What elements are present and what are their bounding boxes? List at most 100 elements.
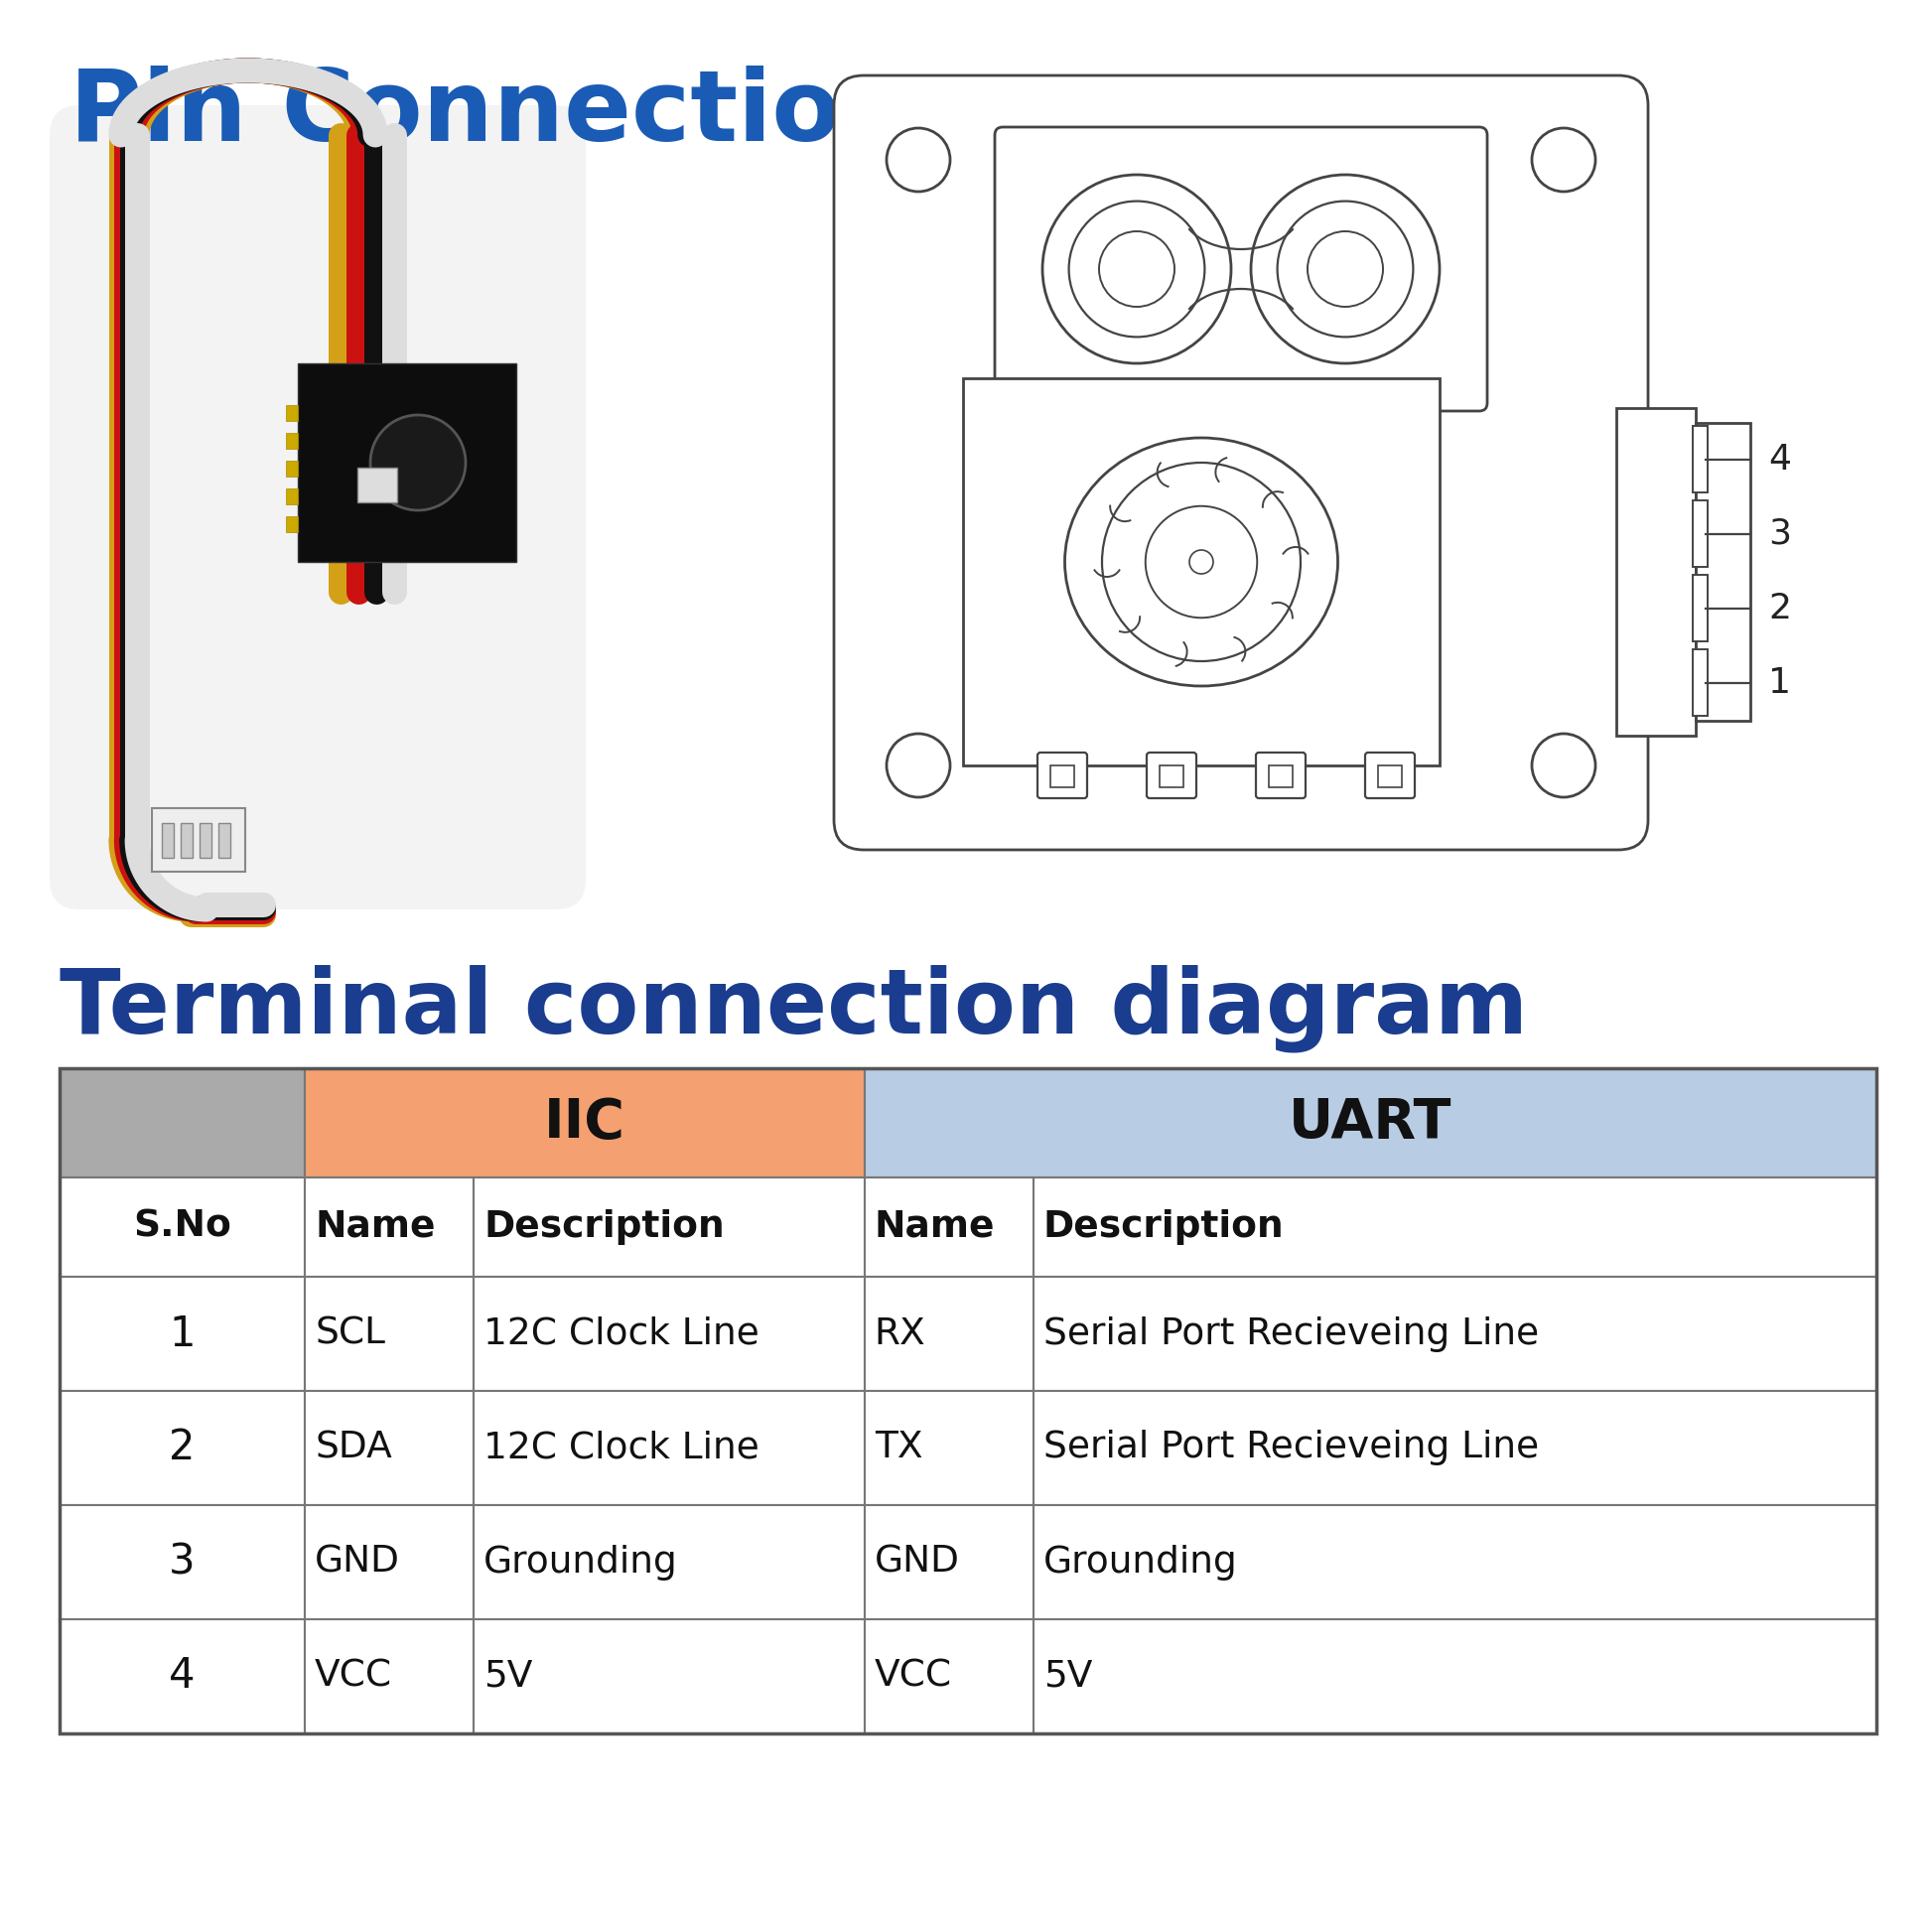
Bar (1034, 1505, 1876, 1619)
Text: RX: RX (875, 1316, 925, 1352)
Text: 12C Clock Line: 12C Clock Line (483, 1430, 759, 1466)
FancyBboxPatch shape (1037, 753, 1088, 798)
Text: Name: Name (315, 1209, 435, 1244)
Bar (864, 1177, 1034, 1277)
Text: Description: Description (1043, 1209, 1285, 1244)
FancyBboxPatch shape (1256, 753, 1306, 798)
Bar (473, 1177, 864, 1277)
Circle shape (1146, 506, 1258, 618)
Text: Terminal connection diagram: Terminal connection diagram (60, 964, 1528, 1051)
Text: SDA: SDA (315, 1430, 392, 1466)
Circle shape (887, 734, 951, 798)
FancyBboxPatch shape (835, 75, 1648, 850)
Text: Description: Description (483, 1209, 724, 1244)
Text: 2: 2 (1768, 591, 1791, 626)
Bar (1034, 1177, 1876, 1277)
Bar (182, 823, 193, 858)
Bar (473, 1391, 864, 1505)
Bar (298, 363, 516, 562)
Text: Name: Name (875, 1209, 995, 1244)
Bar (286, 516, 298, 531)
Text: 2: 2 (170, 1428, 195, 1468)
FancyBboxPatch shape (50, 104, 585, 910)
Bar (286, 406, 298, 421)
Bar (305, 1068, 864, 1177)
Bar (473, 1619, 864, 1733)
Bar (1692, 649, 1708, 717)
Circle shape (371, 415, 466, 510)
Bar (60, 1619, 305, 1733)
Bar (1692, 576, 1708, 641)
Text: 4: 4 (1768, 442, 1791, 477)
Bar (864, 1277, 1034, 1391)
Bar (286, 433, 298, 448)
Bar (60, 1068, 305, 1177)
Text: 12C Clock Line: 12C Clock Line (483, 1316, 759, 1352)
Circle shape (1308, 232, 1383, 307)
Bar (1034, 1391, 1876, 1505)
FancyBboxPatch shape (995, 128, 1488, 412)
Text: 5V: 5V (1043, 1658, 1092, 1694)
Bar (218, 823, 230, 858)
Text: GND: GND (315, 1544, 400, 1580)
Bar (864, 1619, 1034, 1733)
Text: S.No: S.No (133, 1209, 232, 1244)
Bar (864, 1068, 1876, 1177)
Text: TX: TX (875, 1430, 923, 1466)
Circle shape (1277, 201, 1412, 336)
Bar (60, 1391, 305, 1505)
Text: UART: UART (1289, 1095, 1453, 1150)
Bar (305, 1505, 473, 1619)
Bar (305, 1391, 473, 1505)
Text: Serial Port Recieveing Line: Serial Port Recieveing Line (1043, 1316, 1540, 1352)
Bar (1378, 765, 1403, 788)
Text: VCC: VCC (315, 1658, 392, 1694)
Circle shape (1101, 462, 1300, 661)
Circle shape (1068, 201, 1206, 336)
Bar (962, 379, 1439, 765)
Circle shape (887, 128, 951, 191)
Text: 3: 3 (1768, 518, 1791, 551)
Bar (1159, 765, 1184, 788)
Bar (60, 1505, 305, 1619)
FancyBboxPatch shape (1148, 753, 1196, 798)
Bar (473, 1277, 864, 1391)
Bar (864, 1505, 1034, 1619)
Circle shape (1532, 128, 1596, 191)
Bar (1696, 423, 1750, 721)
Text: 1: 1 (170, 1314, 195, 1354)
Text: Grounding: Grounding (1043, 1544, 1238, 1580)
Bar (305, 1277, 473, 1391)
Bar (1034, 1619, 1876, 1733)
Bar (864, 1391, 1034, 1505)
Text: Serial Port Recieveing Line: Serial Port Recieveing Line (1043, 1430, 1540, 1466)
Bar (60, 1177, 305, 1277)
Circle shape (1250, 174, 1439, 363)
Text: Grounding: Grounding (483, 1544, 678, 1580)
Bar (286, 460, 298, 477)
FancyBboxPatch shape (1366, 753, 1414, 798)
Circle shape (1532, 734, 1596, 798)
Bar (1692, 500, 1708, 566)
Bar (1617, 408, 1696, 736)
Circle shape (1190, 551, 1213, 574)
Bar (305, 1177, 473, 1277)
Bar (60, 1277, 305, 1391)
Bar (162, 823, 174, 858)
Bar (286, 489, 298, 504)
FancyBboxPatch shape (153, 808, 245, 871)
Ellipse shape (1065, 439, 1337, 686)
Bar (60, 1068, 1876, 1733)
Circle shape (1043, 174, 1231, 363)
Bar (1269, 765, 1293, 788)
Bar (1051, 765, 1074, 788)
Bar (1034, 1277, 1876, 1391)
Bar (357, 468, 398, 502)
Text: 5V: 5V (483, 1658, 533, 1694)
Bar (199, 823, 211, 858)
Text: 3: 3 (168, 1542, 195, 1582)
Text: SCL: SCL (315, 1316, 384, 1352)
Text: Pin Connection: Pin Connection (70, 66, 910, 162)
Bar (1692, 425, 1708, 493)
Text: GND: GND (875, 1544, 960, 1580)
